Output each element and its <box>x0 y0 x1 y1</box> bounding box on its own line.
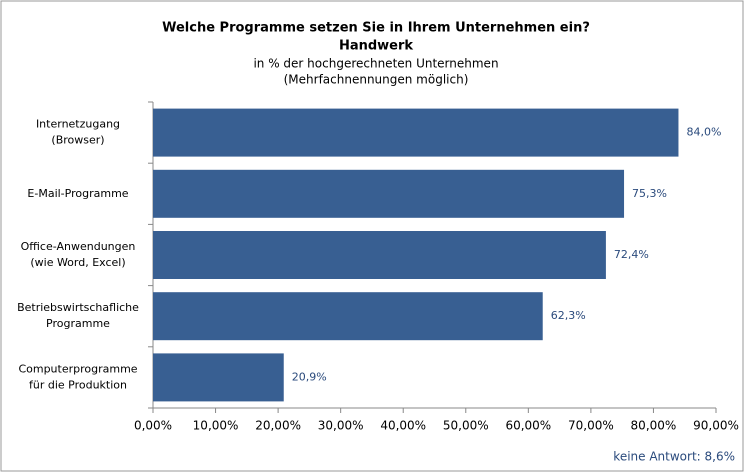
y-tick-label: E-Mail-Programme <box>27 187 128 200</box>
x-tick-label: 40,00% <box>380 419 426 433</box>
x-tick-label: 60,00% <box>505 419 551 433</box>
x-tick-label: 90,00% <box>693 419 739 433</box>
chart-subtitle: in % der hochgerechneten Unternehmen <box>253 57 498 71</box>
y-tick-label: für die Produktion <box>29 378 127 391</box>
x-tick-label: 10,00% <box>193 419 239 433</box>
bar <box>153 108 679 157</box>
data-label: 20,9% <box>292 370 327 383</box>
data-label: 75,3% <box>632 187 667 200</box>
bar <box>153 231 606 279</box>
x-tick-label: 20,00% <box>255 419 301 433</box>
y-tick-label: Office-Anwendungen <box>21 240 136 253</box>
data-label: 62,3% <box>551 309 586 322</box>
bar <box>153 353 284 402</box>
chart-subtitle: (Mehrfachnennungen möglich) <box>284 73 469 87</box>
y-tick-label: Programme <box>46 317 110 330</box>
data-label: 72,4% <box>614 248 649 261</box>
bar <box>153 169 625 218</box>
chart-title: Welche Programme setzen Sie in Ihrem Unt… <box>162 21 590 36</box>
y-tick-label: (wie Word, Excel) <box>30 256 125 269</box>
y-tick-label: Betriebswirtschafliche <box>17 301 139 314</box>
bar <box>153 292 543 341</box>
x-tick-label: 70,00% <box>568 419 614 433</box>
y-tick-label: Internetzugang <box>36 118 120 131</box>
data-label: 84,0% <box>686 126 721 139</box>
x-tick-label: 50,00% <box>443 419 489 433</box>
x-tick-label: 30,00% <box>318 419 364 433</box>
y-tick-label: (Browser) <box>51 134 104 147</box>
annotation: keine Antwort: 8,6% <box>613 450 735 464</box>
x-tick-label: 0,00% <box>134 419 172 433</box>
chart-title: Handwerk <box>339 39 413 54</box>
x-tick-label: 80,00% <box>631 419 677 433</box>
y-tick-label: Computerprogramme <box>18 362 137 375</box>
